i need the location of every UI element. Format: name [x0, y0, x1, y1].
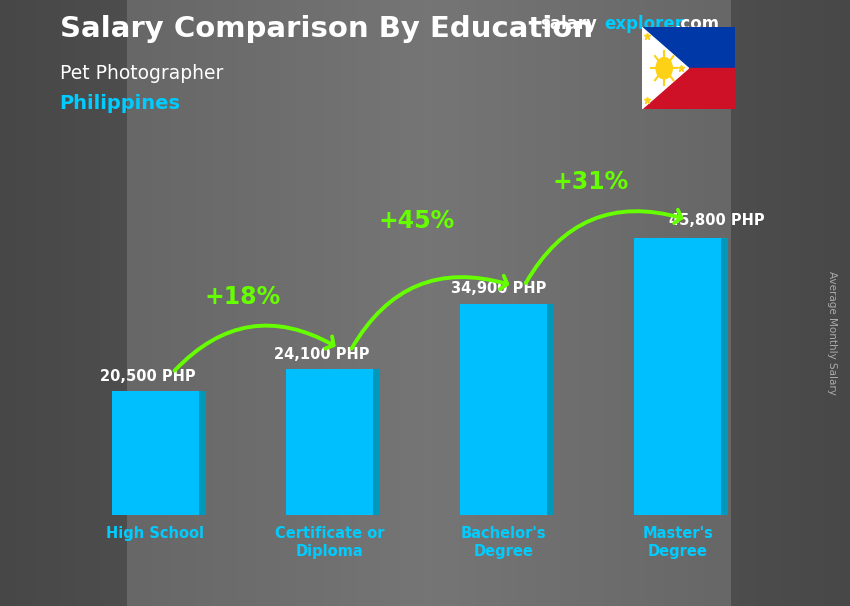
- Bar: [460, 304, 547, 515]
- Text: Salary Comparison By Education: Salary Comparison By Education: [60, 15, 592, 43]
- Circle shape: [656, 58, 672, 79]
- Text: .com: .com: [674, 15, 719, 33]
- Bar: [634, 238, 722, 515]
- Text: 20,500 PHP: 20,500 PHP: [99, 368, 196, 384]
- Text: +45%: +45%: [378, 209, 455, 233]
- Text: +31%: +31%: [552, 170, 629, 194]
- Text: Average Monthly Salary: Average Monthly Salary: [827, 271, 837, 395]
- Bar: [642, 27, 735, 68]
- Text: 34,900 PHP: 34,900 PHP: [451, 281, 547, 296]
- Text: +18%: +18%: [204, 285, 280, 309]
- Text: 45,800 PHP: 45,800 PHP: [669, 213, 765, 228]
- Polygon shape: [373, 369, 380, 515]
- Text: explorer: explorer: [604, 15, 683, 33]
- Polygon shape: [547, 304, 554, 515]
- Bar: [111, 391, 199, 515]
- Polygon shape: [199, 391, 206, 515]
- Text: 24,100 PHP: 24,100 PHP: [274, 347, 369, 362]
- Text: salary: salary: [540, 15, 597, 33]
- Text: Philippines: Philippines: [60, 94, 180, 113]
- Polygon shape: [642, 27, 688, 109]
- Bar: [286, 369, 373, 515]
- Text: Pet Photographer: Pet Photographer: [60, 64, 223, 82]
- Bar: [642, 68, 735, 109]
- Polygon shape: [722, 238, 728, 515]
